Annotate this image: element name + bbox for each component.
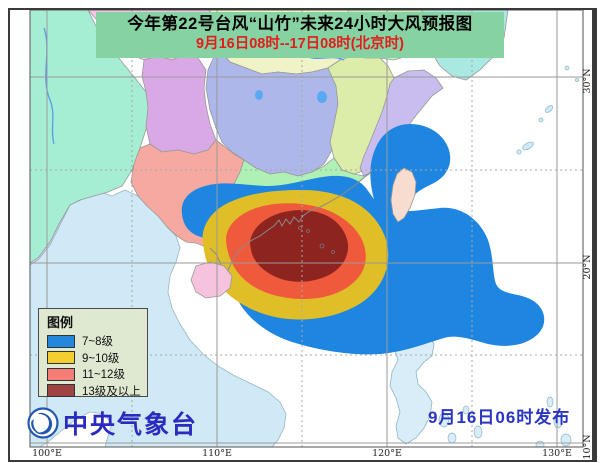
map-frame [29,9,584,448]
map-title: 今年第22号台风“山竹”未来24小时大风预报图 [127,15,473,33]
legend-label: 9~10级 [82,352,120,365]
legend-swatch [47,367,75,381]
legend-swatch [47,351,75,365]
graticule [30,10,583,447]
longitude-label: 100°E [32,448,62,459]
legend-label: 13级及以上 [82,385,141,398]
philippine-islands [438,396,572,447]
legend-item: 7~8级 [47,333,141,350]
longitude-label: 130°E [542,448,572,459]
title-box: 今年第22号台风“山竹”未来24小时大风预报图 9月16日08时--17日08时… [96,12,504,58]
legend-swatch [47,334,75,348]
wind-13-plus [250,210,349,282]
legend-label: 7~8级 [82,336,114,349]
ryukyu-islands [516,65,580,155]
lakes [255,90,327,103]
issue-time: 9月16日06时发布 [428,408,571,427]
legend-item: 13级及以上 [47,383,141,400]
map-subtitle-validity: 9月16日08时--17日08时(北京时) [196,35,404,52]
province-guizhou [141,53,217,155]
province-hunan [205,47,343,177]
agency-name: 中央气象台 [63,411,199,439]
legend: 图例 7~8级 9~10级 11~12级 13级及以上 [38,308,148,399]
latitude-label: 20°N [582,254,593,280]
longitude-label: 120°E [372,448,402,459]
legend-item: 9~10级 [47,350,141,367]
taiwan-island [390,167,417,223]
legend-title: 图例 [47,315,74,330]
legend-item: 11~12级 [47,366,141,383]
cma-logo-icon [27,407,59,439]
longitude-label: 110°E [202,448,232,459]
legend-rows: 7~8级 9~10级 11~12级 13级及以上 [47,333,141,399]
legend-label: 11~12级 [82,369,125,382]
legend-swatch [47,384,75,398]
agency-branding: 中央气象台 [26,405,198,441]
latitude-label: 10°N [582,434,593,460]
latitude-label: 30°N [582,68,593,94]
